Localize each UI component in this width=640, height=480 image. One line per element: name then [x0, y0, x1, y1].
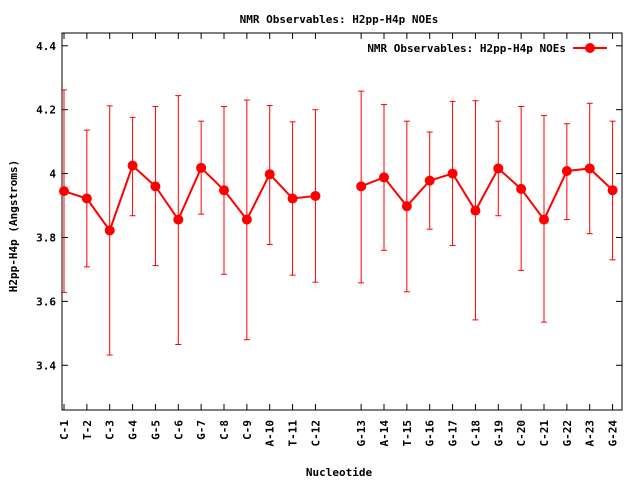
data-point	[287, 193, 298, 204]
y-tick-label: 4.4	[36, 40, 56, 53]
data-point	[493, 163, 504, 174]
plot-area: 3.4 3.6 3.8 4 4.2 4.4 C-1 T-2 C-3 G-4 G-5 C-6 G-7 C-8…	[36, 32, 623, 447]
data-point	[379, 172, 389, 183]
data-point	[401, 201, 412, 212]
x-tick-label: C-3	[104, 420, 117, 440]
x-tick-label: G-22	[561, 420, 574, 447]
data-point	[173, 214, 184, 225]
x-tick-label: G-13	[355, 420, 368, 447]
data-point	[196, 162, 207, 173]
x-tick-label: C-21	[538, 420, 551, 447]
legend-label: NMR Observables: H2pp-H4p NOEs	[367, 42, 566, 55]
x-tick-label: C-8	[218, 420, 231, 440]
x-tick-label: G-17	[447, 420, 460, 447]
x-tick-label: G-7	[195, 420, 208, 440]
x-tick-label: C-6	[172, 420, 185, 440]
x-tick-label: T-11	[287, 420, 300, 447]
data-point	[264, 169, 275, 180]
chart-title: NMR Observables: H2pp-H4p NOEs	[240, 13, 439, 26]
x-tick-label: A-10	[264, 420, 277, 447]
legend-marker	[585, 43, 595, 53]
x-tick-label: C-18	[469, 420, 482, 447]
data-point	[219, 185, 229, 196]
data-point	[607, 185, 618, 196]
x-tick-label: T-15	[401, 420, 414, 447]
data-point	[241, 214, 252, 225]
data-point	[150, 181, 161, 192]
data-point	[104, 225, 115, 236]
x-tick-label: G-4	[127, 420, 140, 440]
x-tick-label: A-14	[378, 420, 391, 447]
y-axis-label: H2pp-H4p (Angstroms)	[7, 160, 20, 292]
data-point	[539, 214, 549, 225]
y-tick-label: 3.6	[36, 295, 56, 308]
x-tick-label: C-12	[309, 420, 322, 447]
x-tick-label: G-24	[607, 420, 620, 447]
x-tick-label: G-16	[424, 420, 437, 447]
x-tick-label: C-9	[241, 420, 254, 440]
series-line	[63, 163, 316, 233]
data-point	[127, 160, 138, 171]
x-tick-label: G-5	[149, 420, 162, 440]
data-point	[470, 205, 481, 216]
x-tick-label: G-19	[492, 420, 505, 447]
y-tick-label: 4.2	[36, 104, 56, 117]
plot-border	[61, 32, 623, 411]
data-point	[356, 181, 367, 192]
x-tick-label: C-1	[58, 420, 71, 440]
data-point	[310, 190, 321, 201]
x-tick-label: A-23	[584, 420, 597, 447]
data-point	[59, 186, 69, 197]
x-tick-label: T-2	[81, 420, 94, 440]
y-tick-label: 3.8	[36, 231, 56, 244]
x-tick-label: C-20	[515, 420, 528, 447]
series-line	[360, 166, 614, 222]
data-point	[561, 166, 572, 177]
y-tick-label: 4	[49, 168, 56, 181]
y-tick-label: 3.4	[36, 359, 56, 372]
x-axis-label: Nucleotide	[306, 466, 373, 479]
data-point	[424, 175, 435, 186]
data-point	[584, 163, 595, 174]
data-point	[447, 168, 458, 179]
data-point	[81, 193, 92, 204]
data-point	[516, 183, 527, 194]
legend: NMR Observables: H2pp-H4p NOEs	[367, 42, 607, 55]
